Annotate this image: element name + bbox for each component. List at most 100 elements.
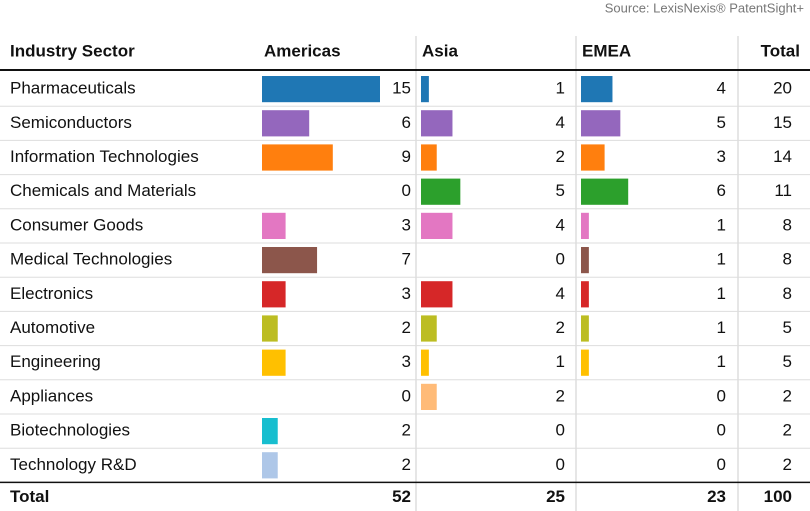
value-cell: 1 <box>717 318 726 337</box>
bar <box>581 178 629 205</box>
sector-label: Semiconductors <box>10 113 132 132</box>
value-cell: 5 <box>717 113 726 132</box>
value-cell: 9 <box>402 147 411 166</box>
sector-label: Pharmaceuticals <box>10 79 136 98</box>
value-cell: 0 <box>717 421 726 440</box>
value-cell: 1 <box>717 215 726 234</box>
sector-label: Information Technologies <box>10 147 199 166</box>
bar <box>421 349 429 376</box>
value-cell: 2 <box>783 421 792 440</box>
value-cell: 0 <box>402 386 411 405</box>
value-cell: 5 <box>783 318 792 337</box>
bar <box>581 247 589 274</box>
value-cell: 8 <box>783 250 792 269</box>
value-cell: 15 <box>773 113 792 132</box>
value-cell: 1 <box>717 250 726 269</box>
bar <box>421 212 453 239</box>
value-cell: 2 <box>402 455 411 474</box>
value-cell: 0 <box>556 421 565 440</box>
value-cell: 8 <box>783 215 792 234</box>
bar <box>421 315 437 342</box>
bar <box>421 178 461 205</box>
value-cell: 3 <box>402 215 411 234</box>
bar <box>262 212 286 239</box>
value-cell: 2 <box>402 421 411 440</box>
bar <box>421 110 453 137</box>
total-cell: 52 <box>392 487 411 506</box>
value-cell: 0 <box>556 250 565 269</box>
bar <box>421 383 437 410</box>
bar <box>262 452 278 479</box>
value-cell: 20 <box>773 79 792 98</box>
value-cell: 2 <box>402 318 411 337</box>
value-cell: 8 <box>783 284 792 303</box>
bar <box>421 76 429 103</box>
bar <box>262 418 278 445</box>
bar <box>421 281 453 308</box>
value-cell: 3 <box>717 147 726 166</box>
value-cell: 0 <box>717 455 726 474</box>
sector-label: Biotechnologies <box>10 421 130 440</box>
sector-label: Automotive <box>10 318 95 337</box>
value-cell: 7 <box>402 250 411 269</box>
bar <box>581 144 605 171</box>
value-cell: 4 <box>717 79 726 98</box>
bar <box>581 349 589 376</box>
bar <box>262 76 380 103</box>
value-cell: 3 <box>402 284 411 303</box>
header-cell: EMEA <box>582 41 631 60</box>
bar <box>262 281 286 308</box>
bar <box>262 144 333 171</box>
value-cell: 4 <box>556 284 565 303</box>
value-cell: 2 <box>556 318 565 337</box>
bar <box>581 212 589 239</box>
header-cell: Industry Sector <box>10 41 135 60</box>
value-cell: 1 <box>717 352 726 371</box>
value-cell: 5 <box>783 352 792 371</box>
value-cell: 3 <box>402 352 411 371</box>
sector-label: Medical Technologies <box>10 250 172 269</box>
value-cell: 2 <box>783 386 792 405</box>
bar <box>262 247 318 274</box>
bar <box>421 144 437 171</box>
value-cell: 15 <box>392 79 411 98</box>
sector-label: Engineering <box>10 352 101 371</box>
value-cell: 1 <box>556 352 565 371</box>
value-cell: 0 <box>556 455 565 474</box>
value-cell: 4 <box>556 215 565 234</box>
value-cell: 6 <box>402 113 411 132</box>
value-cell: 14 <box>773 147 792 166</box>
bar <box>262 315 278 342</box>
value-cell: 2 <box>556 386 565 405</box>
value-cell: 1 <box>556 79 565 98</box>
sector-label: Electronics <box>10 284 93 303</box>
sector-label: Technology R&D <box>10 455 137 474</box>
value-cell: 4 <box>556 113 565 132</box>
value-cell: 1 <box>717 284 726 303</box>
bar <box>581 110 621 137</box>
value-cell: 2 <box>783 455 792 474</box>
total-label: Total <box>10 487 49 506</box>
header-cell: Total <box>761 41 800 60</box>
sector-label: Consumer Goods <box>10 215 143 234</box>
source: Source: LexisNexis® PatentSight+ <box>605 0 804 15</box>
header-cell: Americas <box>264 41 341 60</box>
sector-label: Appliances <box>10 386 93 405</box>
bar <box>262 349 286 376</box>
value-cell: 2 <box>556 147 565 166</box>
value-cell: 11 <box>774 181 792 200</box>
header-cell: Asia <box>422 41 458 60</box>
bar <box>581 76 613 103</box>
sector-label: Chemicals and Materials <box>10 181 196 200</box>
value-cell: 0 <box>402 181 411 200</box>
bar <box>581 315 589 342</box>
total-cell: 25 <box>546 487 565 506</box>
total-cell: 23 <box>707 487 726 506</box>
value-cell: 0 <box>717 386 726 405</box>
value-cell: 6 <box>717 181 726 200</box>
total-cell: 100 <box>764 487 792 506</box>
bar <box>581 281 589 308</box>
bar <box>262 110 310 137</box>
value-cell: 5 <box>556 181 565 200</box>
